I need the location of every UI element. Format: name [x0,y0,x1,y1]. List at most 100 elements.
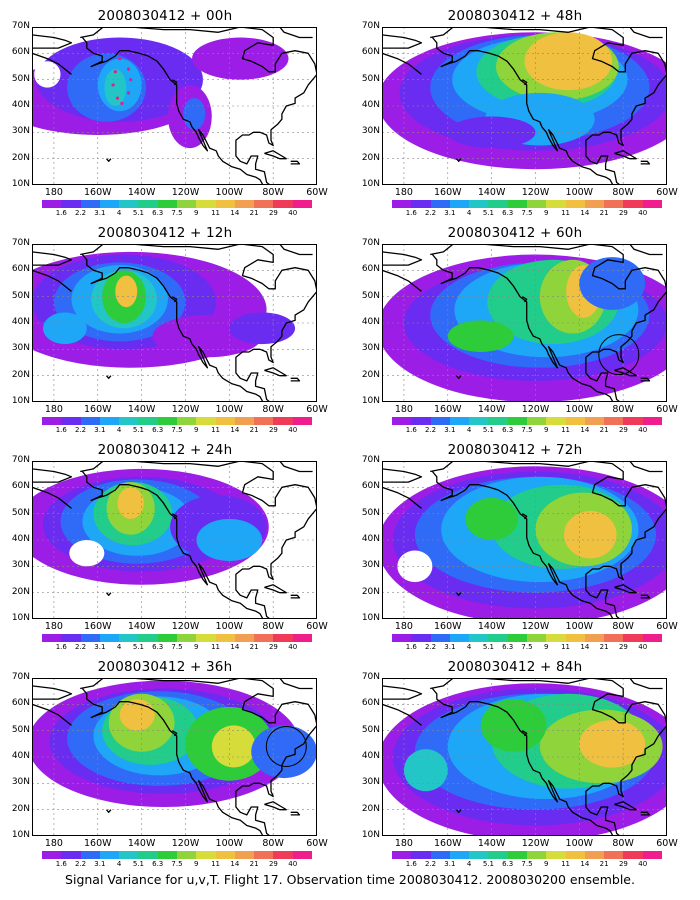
colorbar-swatch [430,634,450,642]
colorbar-tick-label: 9 [544,643,549,651]
colorbar-tick-label: 1.6 [405,860,417,868]
colorbar-swatch [273,417,293,425]
colorbar-swatch [80,417,100,425]
map-frame [32,678,317,836]
lon-tick-label: 80W [612,838,634,849]
lon-tick-label: 80W [612,621,634,632]
colorbar-tick-label: 11 [211,860,221,868]
lon-tick-label: 120W [171,187,200,198]
lon-tick-label: 60W [656,621,678,632]
variance-contour [69,540,105,567]
colorbar-tick-label: 21 [249,426,259,434]
coastline [81,688,264,836]
variance-contour [115,275,138,308]
lat-tick-label: 50N [361,724,380,735]
colorbar-tick-label: 9 [544,860,549,868]
coastline [81,254,264,402]
colorbar-tick-label: 1.6 [405,209,417,217]
variance-contour [229,312,296,345]
variance-contour [192,37,289,80]
colorbar-tick-label: 2.2 [424,643,437,651]
coastline [521,296,528,303]
coastline [290,594,301,599]
variance-contour [211,725,256,768]
colorbar-tick-label: 6.3 [152,860,164,868]
colorbar-swatch [469,200,489,208]
coastline [430,461,667,619]
colorbar-swatch [392,634,412,642]
colorbar-tick-label: 21 [599,860,609,868]
lon-tick-label: 100W [565,621,594,632]
colorbar-swatch [157,634,177,642]
colorbar-tick-label: 6.3 [502,209,514,217]
map-panel-60h: 2008030412 + 60h 70N 60N 50N 40N 30N 20N 10N 180… [350,217,680,437]
lat-tick-label: 50N [11,724,30,735]
flight-track-dot [126,91,131,95]
colorbar-tick-label: 29 [268,209,278,217]
lat-tick-label: 20N [11,803,30,814]
colorbar-tick-label: 11 [211,426,221,434]
coastline [171,513,178,520]
colorbar-swatch [604,634,624,642]
coastline [521,79,528,86]
colorbar-tick-label: 2.2 [424,209,437,217]
colorbar-swatch [292,634,312,642]
colorbar-tick-label: 3.1 [94,860,106,868]
lon-tick-label: 80W [262,187,284,198]
lat-tick-label: 20N [361,152,380,163]
colorbar-tick-label: 5.1 [482,209,494,217]
lat-tick-label: 40N [11,751,30,761]
variance-contour [196,518,263,562]
colorbar-swatch [157,851,177,859]
colorbar-tick-label: 1.6 [55,209,67,217]
colorbar-tick-label: 4 [116,209,122,217]
colorbar-swatch [196,634,216,642]
colorbar [42,200,312,208]
colorbar-swatch [584,200,605,208]
coastline [81,471,264,619]
lon-tick-label: 180 [44,187,63,198]
coastline [264,150,287,160]
lat-tick-label: 70N [11,672,30,682]
coastline [456,158,462,162]
colorbar-swatch [392,417,412,425]
coastline [614,367,637,377]
colorbar-tick-label: 3.1 [444,426,456,434]
colorbar-swatch [138,417,158,425]
colorbar-tick-label: 21 [599,426,609,434]
colorbar-swatch [411,634,431,642]
colorbar-tick-label: 40 [288,209,298,217]
colorbar-swatch [80,200,100,208]
colorbar-tick-label: 3.1 [444,209,456,217]
lat-tick-label: 60N [361,47,380,58]
colorbar-tick-label: 5.1 [482,426,494,434]
colorbar-swatch [254,417,274,425]
lat-tick-label: 30N [11,126,30,137]
coastline [382,486,422,509]
coastline [278,678,313,690]
colorbar-tick-label: 9 [544,209,549,217]
map-canvas [32,244,317,402]
colorbar [42,634,312,642]
lon-tick-label: 180 [44,838,63,849]
coastline [382,251,423,266]
lat-tick-label: 60N [361,481,380,492]
variance-contour [251,725,317,779]
lon-tick-label: 60W [656,838,678,849]
panel-title: 2008030412 + 12h [97,225,233,241]
coastline [290,377,301,382]
colorbar-tick-label: 40 [638,209,648,217]
coastline [290,811,301,816]
colorbar-tick-label: 5.1 [132,860,144,868]
lat-tick-label: 70N [11,238,30,248]
coastline [290,160,301,165]
map-panel-84h: 2008030412 + 84h 70N 60N 50N 40N 30N 20N 10N 180… [350,651,680,871]
coastline [521,513,528,520]
colorbar-tick-label: 29 [268,643,278,651]
colorbar-swatch [488,417,508,425]
colorbar-tick-label: 14 [580,426,590,434]
map-panel-48h: 2008030412 + 48h 70N 60N 50N 40N 30N 20N 10N 180… [350,0,680,220]
map-canvas [382,678,667,836]
colorbar-tick-label: 5.1 [132,209,144,217]
lat-tick-label: 20N [361,586,380,597]
